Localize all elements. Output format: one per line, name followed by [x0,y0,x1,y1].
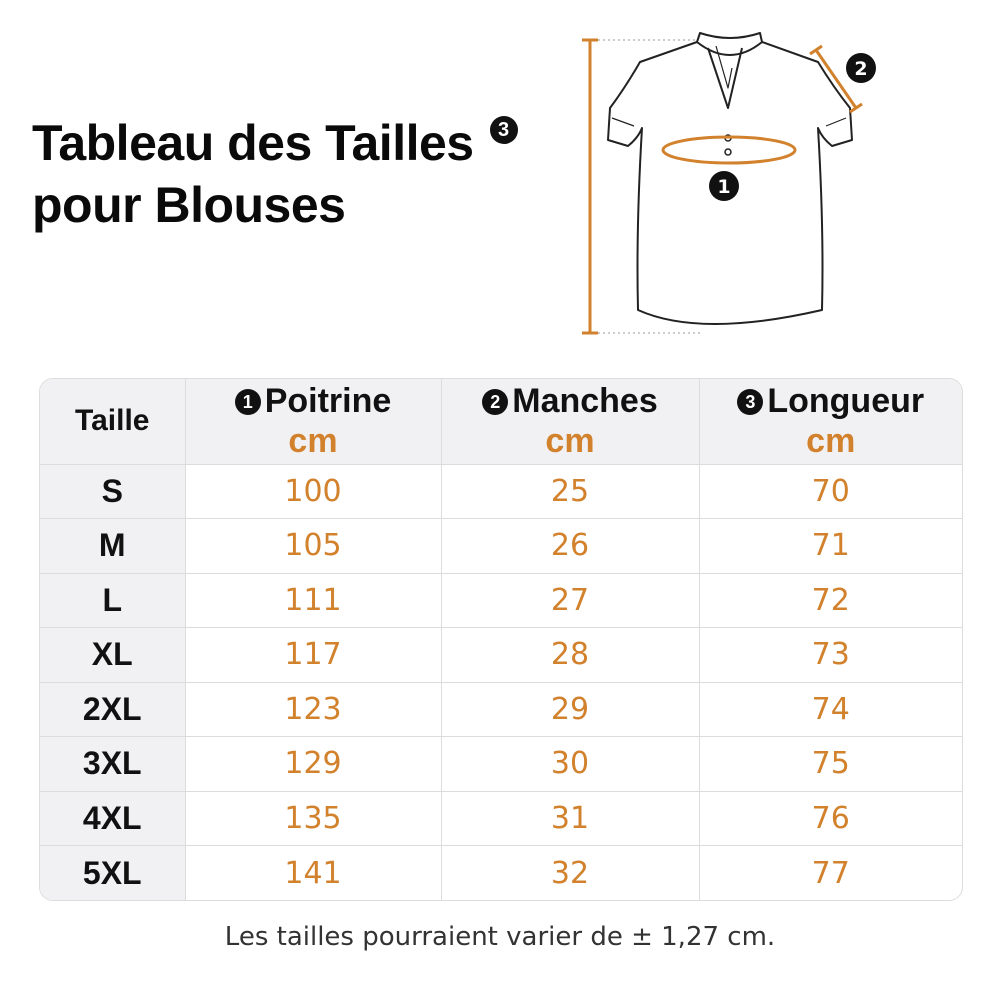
length-unit: cm [806,422,856,461]
length-cell: 75 [698,736,962,792]
svg-text:1: 1 [717,176,730,198]
chest-cell: 141 [184,845,442,900]
table-row: 2XL 123 29 74 [40,681,962,737]
sleeve-cell: 29 [440,681,700,737]
svg-text:2: 2 [854,58,867,80]
length-number-badge: 3 [737,389,764,416]
size-cell: 5XL [40,845,186,900]
table-row: XL 117 28 73 [40,627,962,683]
size-cell: 2XL [40,681,186,737]
sleeve-cell: 28 [440,627,700,683]
length-column-header: 3 Longueur cm [698,379,962,465]
title-line-2: pour Blouses [32,177,346,233]
table-row: M 105 26 71 [40,518,962,574]
chest-cell: 129 [184,736,442,792]
sleeve-marker-icon: 2 [846,53,876,83]
size-cell: 4XL [40,790,186,846]
length-cell: 77 [698,845,962,900]
size-cell: M [40,518,186,574]
blouse-diagram: 1 2 [582,32,876,335]
table-row: 3XL 129 30 75 [40,736,962,792]
size-column-header: Taille [40,379,186,465]
sleeve-cell: 26 [440,518,700,574]
size-cell: S [40,463,186,519]
length-cell: 71 [698,518,962,574]
table-row: L 111 27 72 [40,572,962,628]
size-variation-note: Les tailles pourraient varier de ± 1,27 … [224,922,776,952]
sleeve-unit: cm [545,422,595,461]
chest-measure-ellipse [661,135,797,165]
size-cell: L [40,572,186,628]
chest-number-badge: 1 [234,389,261,416]
sleeve-number-badge: 2 [482,389,509,416]
length-cell: 70 [698,463,962,519]
chest-cell: 100 [184,463,442,519]
sleeve-cell: 32 [440,845,700,900]
sleeve-cell: 25 [440,463,700,519]
length-cell: 72 [698,572,962,628]
length-measure-line [582,38,700,335]
length-cell: 73 [698,627,962,683]
size-table: Taille 1 Poitrine cm 2 Manches cm 3 Longueu… [39,378,963,901]
chest-cell: 117 [184,627,442,683]
chest-cell: 123 [184,681,442,737]
table-row: 4XL 135 31 76 [40,790,962,846]
page-title: Tableau des Tailles 3 pour Blouses [32,112,592,236]
table-row: 5XL 141 32 77 [40,845,962,900]
length-cell: 76 [698,790,962,846]
sleeve-measure-line [809,44,863,114]
length-cell: 74 [698,681,962,737]
chest-cell: 105 [184,518,442,574]
chest-column-header: 1 Poitrine cm [184,379,442,465]
title-line-1: Tableau des Tailles [32,115,474,171]
sleeve-cell: 30 [440,736,700,792]
sleeve-column-header: 2 Manches cm [440,379,700,465]
sleeve-cell: 27 [440,572,700,628]
table-header-row: Taille 1 Poitrine cm 2 Manches cm 3 Longueu… [40,379,962,465]
length-marker-badge: 3 [489,116,518,144]
chest-unit: cm [288,422,338,461]
button-icon [724,148,732,156]
chest-marker-icon: 1 [709,171,739,201]
sleeve-cell: 31 [440,790,700,846]
chest-cell: 135 [184,790,442,846]
size-cell: XL [40,627,186,683]
chest-cell: 111 [184,572,442,628]
table-row: S 100 25 70 [40,463,962,519]
size-cell: 3XL [40,736,186,792]
